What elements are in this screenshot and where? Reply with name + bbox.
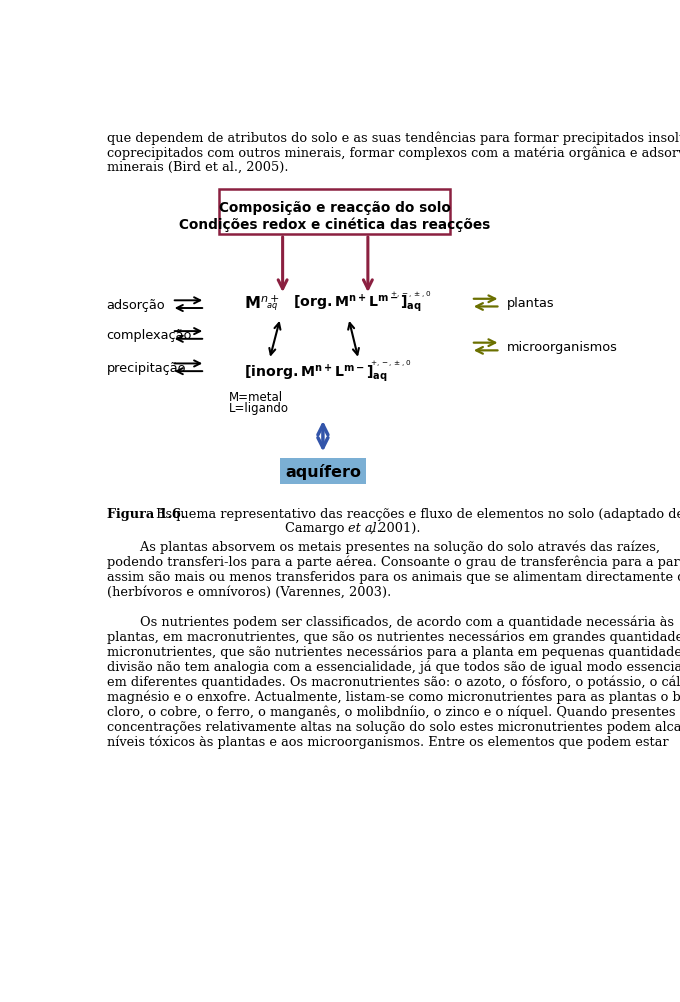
Text: $^{+,-,\pm,0}$: $^{+,-,\pm,0}$ (370, 360, 411, 370)
Text: magnésio e o enxofre. Actualmente, listam-se como micronutrientes para as planta: magnésio e o enxofre. Actualmente, lista… (107, 690, 680, 703)
Text: Os nutrientes podem ser classificados, de acordo com a quantidade necessária às: Os nutrientes podem ser classificados, d… (107, 615, 674, 628)
Text: complexação: complexação (107, 329, 192, 342)
Text: divisão não tem analogia com a essencialidade, já que todos são de igual modo es: divisão não tem analogia com a essencial… (107, 660, 680, 673)
Text: coprecipitados com outros minerais, formar complexos com a matéria orgânica e ad: coprecipitados com outros minerais, form… (107, 146, 680, 159)
Text: podendo transferi-los para a parte aérea. Consoante o grau de transferência para: podendo transferi-los para a parte aérea… (107, 555, 680, 569)
Text: M=metal: M=metal (228, 391, 282, 404)
Text: níveis tóxicos às plantas e aos microorganismos. Entre os elementos que podem es: níveis tóxicos às plantas e aos microorg… (107, 735, 668, 748)
Text: microorganismos: microorganismos (507, 341, 618, 354)
Text: $\mathbf{M}^{n+}$: $\mathbf{M}^{n+}$ (244, 295, 279, 312)
Text: $_{aq}$: $_{aq}$ (267, 300, 278, 313)
FancyBboxPatch shape (280, 459, 366, 484)
Text: $\mathbf{[org.M^{n+}L^{m-}]_{aq}}$: $\mathbf{[org.M^{n+}L^{m-}]_{aq}}$ (292, 293, 422, 314)
Text: Condições redox e cinética das reacções: Condições redox e cinética das reacções (179, 217, 490, 231)
Text: cloro, o cobre, o ferro, o manganês, o molibdníio, o zinco e o níquel. Quando pr: cloro, o cobre, o ferro, o manganês, o m… (107, 705, 680, 718)
Text: Camargo: Camargo (285, 521, 348, 534)
Text: minerais (Bird et al., 2005).: minerais (Bird et al., 2005). (107, 161, 288, 174)
Text: et al.: et al. (348, 521, 381, 534)
Text: Figura 1.6.: Figura 1.6. (107, 508, 185, 521)
Text: , 2001).: , 2001). (370, 521, 421, 534)
Text: em diferentes quantidades. Os macronutrientes são: o azoto, o fósforo, o potássi: em diferentes quantidades. Os macronutri… (107, 675, 680, 688)
Text: (herbívoros e omnívoros) (Varennes, 2003).: (herbívoros e omnívoros) (Varennes, 2003… (107, 585, 391, 598)
Text: adsorção: adsorção (107, 299, 165, 312)
Text: que dependem de atributos do solo e as suas tendências para formar precipitados : que dependem de atributos do solo e as s… (107, 131, 680, 144)
Text: Esquema representativo das reacções e fluxo de elementos no solo (adaptado de: Esquema representativo das reacções e fl… (152, 508, 680, 521)
Text: Composição e reacção do solo: Composição e reacção do solo (218, 201, 450, 215)
Text: concentrações relativamente altas na solução do solo estes micronutrientes podem: concentrações relativamente altas na sol… (107, 720, 680, 733)
Text: plantas: plantas (507, 297, 555, 310)
Text: plantas, em macronutrientes, que são os nutrientes necessários em grandes quanti: plantas, em macronutrientes, que são os … (107, 630, 680, 643)
Text: As plantas absorvem os metais presentes na solução do solo através das raízes,: As plantas absorvem os metais presentes … (107, 540, 660, 554)
Text: precipitação: precipitação (107, 362, 186, 375)
FancyBboxPatch shape (219, 190, 450, 234)
Text: micronutrientes, que são nutrientes necessários para a planta em pequenas quanti: micronutrientes, que são nutrientes nece… (107, 645, 680, 658)
Text: $\mathbf{[inorg.M^{n+}L^{m-}]_{aq}}$: $\mathbf{[inorg.M^{n+}L^{m-}]_{aq}}$ (244, 362, 388, 384)
Text: aquífero: aquífero (285, 463, 361, 479)
Text: L=ligando: L=ligando (228, 402, 288, 415)
Text: $^{+,-,\pm,0}$: $^{+,-,\pm,0}$ (390, 291, 431, 301)
Text: assim são mais ou menos transferidos para os animais que se alimentam directamen: assim são mais ou menos transferidos par… (107, 570, 680, 583)
